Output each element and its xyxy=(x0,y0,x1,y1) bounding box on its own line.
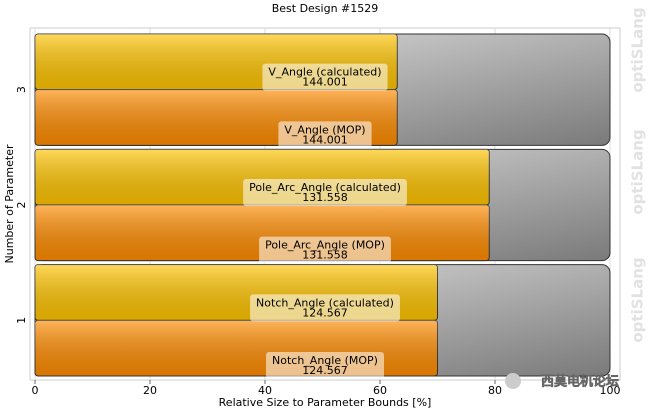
label-background xyxy=(278,121,372,149)
bar-label-value: 144.001 xyxy=(302,133,348,146)
label-background xyxy=(259,236,391,264)
logo-text: 西莫电机论坛 xyxy=(541,374,619,390)
bar-label-name: V_Angle (MOP) xyxy=(284,123,365,136)
x-tick-label: 80 xyxy=(488,384,502,397)
label-background xyxy=(250,294,400,322)
watermark: optiSLang xyxy=(629,129,647,214)
x-tick-label: 20 xyxy=(143,384,157,397)
bar-label-name: Notch_Angle (calculated) xyxy=(256,296,394,309)
label-background xyxy=(262,63,388,91)
bar-label-name: Notch_Angle (MOP) xyxy=(272,354,378,367)
bar-label: V_Angle (MOP)144.001 xyxy=(278,121,372,149)
bar-label: Notch_Angle (calculated)124.567 xyxy=(250,294,400,322)
bar-label: Pole_Arc_Angle (MOP)131.558 xyxy=(259,236,391,264)
x-tick-label: 100 xyxy=(600,384,621,397)
x-tick-label: 0 xyxy=(32,384,39,397)
chart-title: Best Design #1529 xyxy=(272,2,379,15)
bar-label: V_Angle (calculated)144.001 xyxy=(262,63,388,91)
logo-icon xyxy=(505,373,521,389)
bar-label-value: 124.567 xyxy=(302,364,348,377)
y-tick-label: 2 xyxy=(15,202,28,209)
watermark: optiSLang xyxy=(629,7,647,92)
label-background xyxy=(266,352,384,379)
x-axis-label: Relative Size to Parameter Bounds [%] xyxy=(219,396,432,409)
x-tick-label: 40 xyxy=(258,384,272,397)
bar-label-value: 144.001 xyxy=(302,76,348,89)
watermark: optiSLang xyxy=(629,257,647,342)
bar-label-name: Pole_Arc_Angle (MOP) xyxy=(265,239,385,252)
bar-label-name: V_Angle (calculated) xyxy=(268,66,381,79)
bar-label-value: 131.558 xyxy=(302,191,348,204)
bar-label-name: Pole_Arc_Angle (calculated) xyxy=(249,181,401,194)
bar-label-value: 124.567 xyxy=(302,306,348,319)
y-tick-label: 3 xyxy=(15,86,28,93)
x-tick-label: 60 xyxy=(373,384,387,397)
bar-label: Pole_Arc_Angle (calculated)131.558 xyxy=(243,179,407,206)
y-tick-label: 1 xyxy=(15,317,28,324)
y-axis-label: Number of Parameter xyxy=(3,144,16,263)
bar-label: Notch_Angle (MOP)124.567 xyxy=(266,352,384,379)
bar-label-value: 131.558 xyxy=(302,249,348,262)
label-background xyxy=(243,179,407,206)
